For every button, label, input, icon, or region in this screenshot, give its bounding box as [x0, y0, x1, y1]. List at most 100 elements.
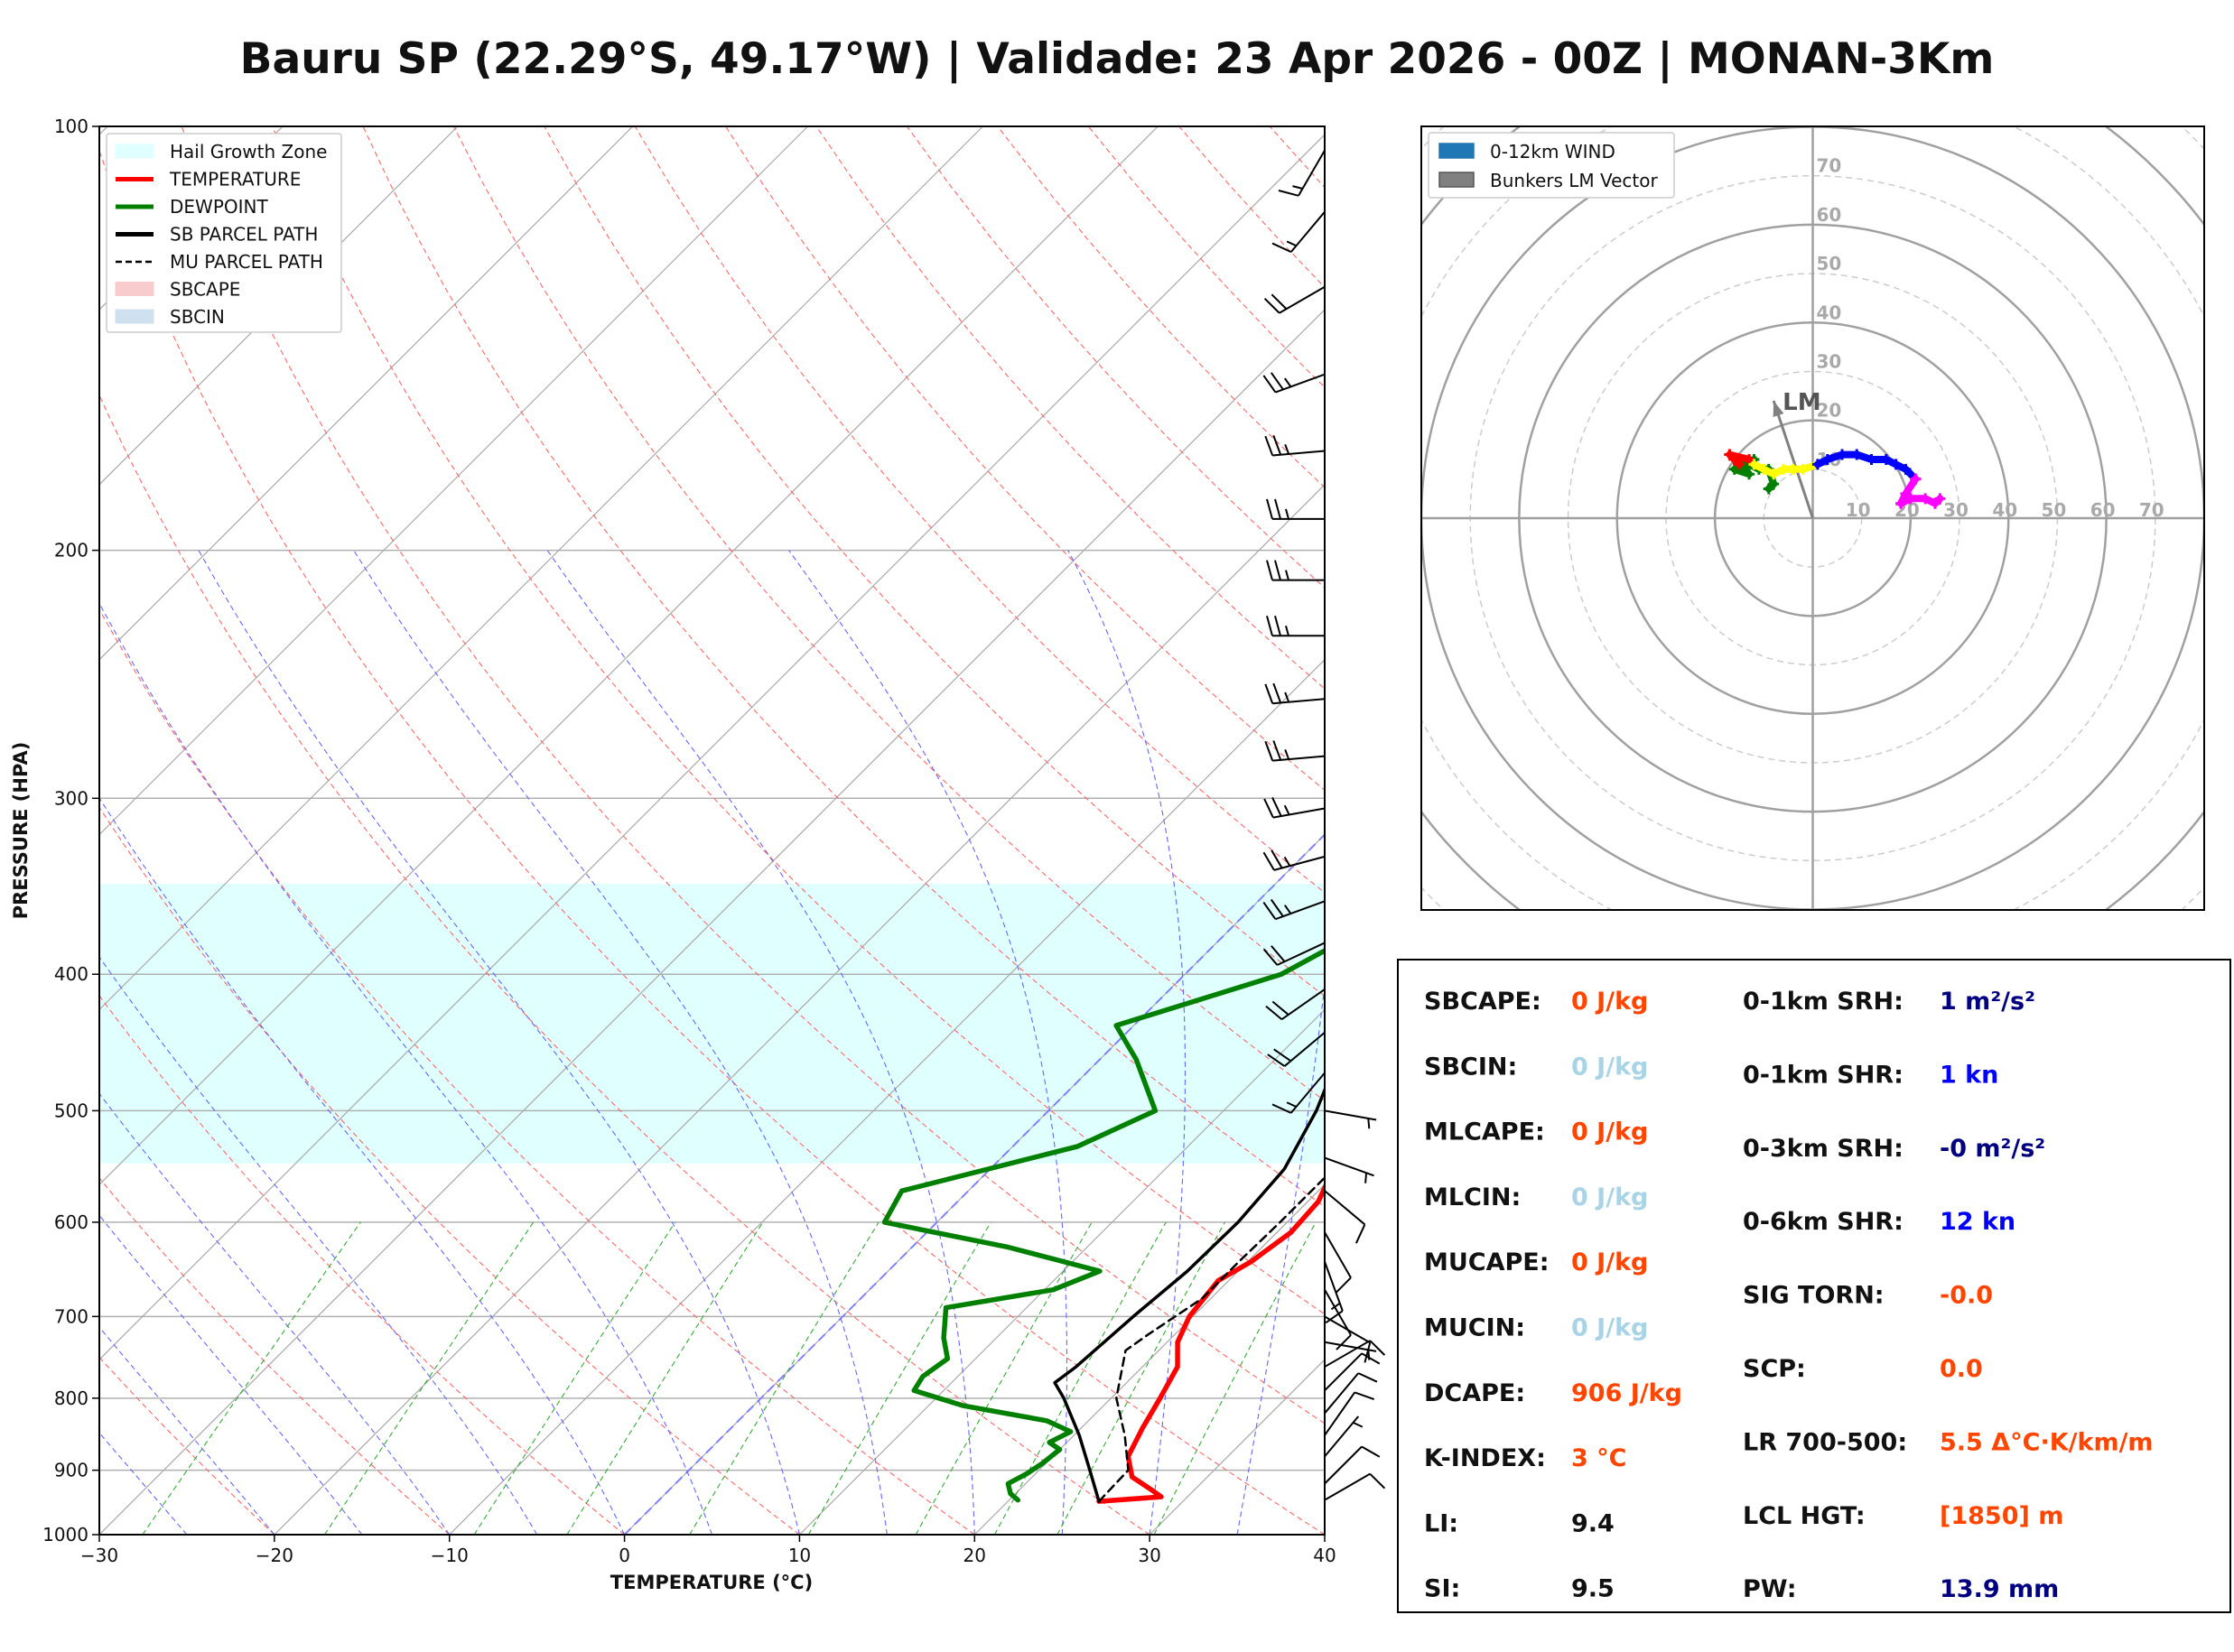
- index-label: PW:: [1743, 1575, 1797, 1603]
- barb-flag: [1264, 683, 1274, 704]
- index-value: 0 J/kg: [1571, 1248, 1648, 1276]
- hodograph-point: [1744, 469, 1755, 480]
- barb-flag: [1271, 293, 1288, 310]
- barb-staff: [1324, 1352, 1363, 1392]
- chart-title: Bauru SP (22.29°S, 49.17°W) | Validade: …: [239, 34, 1995, 84]
- barb-staff: [1324, 1372, 1360, 1415]
- barb-flag: [1325, 1310, 1344, 1324]
- barb-half-flag: [1284, 691, 1290, 703]
- wind-barb: [1266, 616, 1325, 637]
- skewt-legend: Hail Growth Zone TEMPERATURE DEWPOINT SB PA…: [106, 133, 342, 333]
- hodograph-frame: [1420, 125, 2205, 911]
- index-value: 0 J/kg: [1571, 1183, 1648, 1211]
- barb-staff: [1324, 1190, 1366, 1226]
- barb-flag: [1336, 1334, 1352, 1350]
- index-value: 0 J/kg: [1571, 1053, 1648, 1081]
- barb-flag: [1274, 616, 1281, 636]
- dry-adiabat: [181, 126, 1325, 1425]
- hodograph-point: [1934, 493, 1946, 505]
- x-axis-label: TEMPERATURE (°C): [610, 1572, 813, 1593]
- skewt-panel: −30 −20 −10 0 10 20 30 40 1000 900 800 700 600 500 400…: [10, 116, 1386, 1593]
- barb-flag: [1271, 1000, 1289, 1016]
- barb-staff: [1324, 1289, 1352, 1336]
- legend-label: Hail Growth Zone: [170, 141, 327, 162]
- barb-staff: [1324, 1445, 1363, 1485]
- moist-adiabat: [198, 550, 800, 1535]
- legend-label: Bunkers LM Vector: [1490, 170, 1659, 191]
- barb-flag: [1336, 1276, 1352, 1294]
- x-tick-label: 30: [1138, 1545, 1160, 1566]
- sb-parcel-path-line: [1053, 1085, 1325, 1503]
- hodograph-point: [1811, 459, 1823, 470]
- index-value: 1 m²/s²: [1940, 988, 2035, 1016]
- isotherm: [99, 126, 808, 836]
- index-value: 0.0: [1940, 1355, 1983, 1383]
- barb-half-flag: [1353, 1421, 1364, 1428]
- barb-half-flag: [1286, 1101, 1297, 1108]
- index-value: 5.5 Δ°C·K/km/m: [1940, 1428, 2154, 1456]
- hodograph-point: [1787, 463, 1799, 475]
- wind-barb: [1324, 1352, 1381, 1392]
- wind-barb: [1262, 372, 1326, 394]
- mixing-ratio-line: [142, 1221, 361, 1535]
- wind-barb: [1324, 1445, 1381, 1485]
- index-label: MLCAPE:: [1424, 1118, 1545, 1146]
- hodograph-point: [1748, 459, 1760, 470]
- x-tick-label: 20: [963, 1545, 986, 1566]
- index-label: SCP:: [1743, 1355, 1806, 1383]
- index-value: 3 °C: [1571, 1444, 1627, 1472]
- mixing-ratio-line: [1153, 1221, 1317, 1535]
- index-label: 0-1km SHR:: [1743, 1061, 1904, 1089]
- isotherm: [99, 126, 459, 486]
- hodograph-legend: 0-12km WIND Bunkers LM Vector: [1428, 132, 1675, 199]
- index-label: DCAPE:: [1424, 1379, 1525, 1407]
- index-label: SBCAPE:: [1424, 988, 1541, 1016]
- wind-barb: [1264, 740, 1326, 762]
- barb-flag: [1278, 190, 1299, 197]
- barb-flag: [1361, 1352, 1381, 1365]
- wind-barb: [1266, 560, 1325, 581]
- dry-adiabat: [815, 126, 1325, 690]
- hodograph-ring-label: 70: [1817, 155, 1842, 177]
- legend-label: TEMPERATURE: [169, 169, 301, 190]
- hodograph-point: [1768, 478, 1780, 490]
- index-label: MUCIN:: [1424, 1314, 1525, 1342]
- barb-staff: [1273, 855, 1326, 871]
- barb-half-flag: [1292, 185, 1303, 190]
- index-label: 0-1km SRH:: [1743, 988, 1904, 1016]
- barb-staff: [1277, 942, 1326, 966]
- legend-label: DEWPOINT: [170, 196, 268, 218]
- moist-adiabat: [99, 1214, 363, 1535]
- wind-barb: [1262, 849, 1326, 871]
- index-label: SI:: [1424, 1575, 1460, 1603]
- wind-barb: [1324, 1190, 1366, 1244]
- bunkers-lm-label: LM: [1783, 389, 1820, 416]
- hodograph-point: [1851, 449, 1863, 460]
- barb-half-flag: [1284, 905, 1292, 914]
- hodograph-point: [1821, 453, 1833, 465]
- legend-swatch: [115, 309, 154, 324]
- barb-staff: [1279, 285, 1326, 314]
- legend-swatch: [115, 144, 154, 159]
- mixing-ratio-line: [994, 1221, 1167, 1535]
- indices-frame: [1397, 959, 2231, 1613]
- barb-staff: [1324, 1391, 1356, 1436]
- x-tick-label: 0: [619, 1545, 630, 1566]
- wind-barb: [1271, 1072, 1326, 1114]
- x-tick-label: −30: [80, 1545, 118, 1566]
- barb-half-flag: [1330, 1302, 1341, 1311]
- hodograph-point: [1890, 459, 1902, 470]
- barb-flag: [1361, 1445, 1381, 1458]
- barb-staff: [1289, 211, 1326, 253]
- hodograph-ring-label: 10: [1846, 499, 1871, 521]
- hodograph-ring-label: 40: [1992, 499, 2017, 521]
- barb-flag: [1354, 1391, 1375, 1401]
- hodograph-ring-label: 30: [1817, 350, 1842, 372]
- barb-flag: [1272, 435, 1282, 456]
- index-label: 0-6km SHR:: [1743, 1208, 1904, 1236]
- isotherm: [99, 309, 1325, 1535]
- mixing-ratio-line: [689, 1221, 880, 1535]
- isotherm: [624, 833, 1325, 1535]
- index-value: 906 J/kg: [1571, 1379, 1682, 1407]
- y-tick-label: 100: [54, 116, 88, 137]
